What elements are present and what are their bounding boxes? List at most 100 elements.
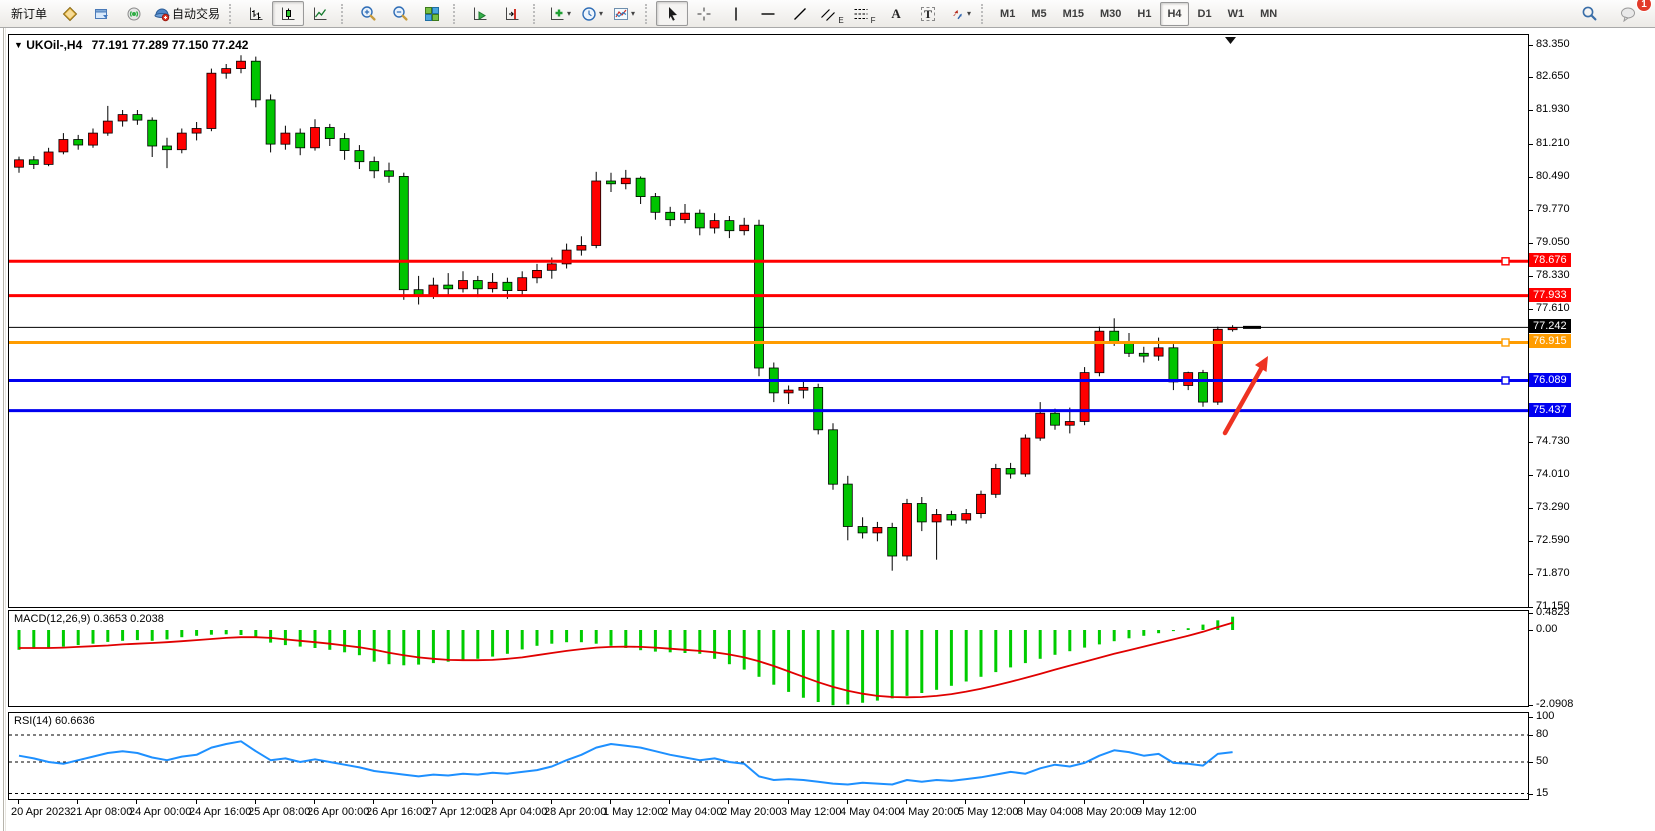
time-tick (432, 800, 433, 804)
trendline-tool-button[interactable] (784, 1, 816, 26)
autotrading-button[interactable]: 自动交易 (150, 1, 224, 26)
time-axis-label: 9 May 12:00 (1136, 806, 1197, 818)
chat-bubble-icon (1621, 7, 1635, 22)
label-tool-button[interactable]: T (912, 1, 944, 26)
axis-tick (1528, 110, 1533, 111)
tf-button-M30[interactable]: M30 (1100, 7, 1122, 20)
price-axis-label: 78.330 (1536, 269, 1570, 281)
horizontal-line-78.676[interactable] (9, 257, 1528, 266)
zoom-in-icon (360, 5, 377, 22)
price-chart-panel[interactable] (8, 34, 1529, 608)
trend-arrow[interactable] (1222, 356, 1268, 436)
macd-axis-label: 0.4823 (1536, 606, 1570, 618)
macd-chart[interactable] (9, 611, 1528, 706)
crosshair-tool-button[interactable] (688, 1, 720, 26)
tf-button-M5[interactable]: M5 (1031, 7, 1047, 20)
symbol-dropdown-icon[interactable]: ▼ (14, 40, 23, 50)
search-icon (1582, 6, 1596, 21)
toolbar-grip (981, 3, 989, 24)
time-axis-label: 28 Apr 20:00 (544, 806, 607, 818)
price-axis-label: 82.650 (1536, 70, 1570, 82)
axis-tick (1528, 442, 1533, 443)
tf-button-H4[interactable]: H4 (1160, 1, 1189, 26)
price-chart[interactable] (9, 35, 1528, 607)
price-axis-label: 79.770 (1536, 203, 1570, 215)
time-axis-label: 21 Apr 08:00 (70, 806, 133, 818)
chevron-down-icon: ▾ (631, 8, 636, 18)
time-axis-label: 1 May 12:00 (603, 806, 664, 818)
rsi-chart[interactable] (9, 713, 1528, 799)
line-chart-button[interactable] (304, 1, 336, 26)
macd-label: MACD(12,26,9) 0.3653 0.2038 (14, 613, 164, 625)
horizontal-line-tool-button[interactable] (752, 1, 784, 26)
horizontal-line-76.089[interactable] (9, 376, 1528, 385)
zoom-out-icon (392, 5, 409, 22)
rsi-panel[interactable] (8, 712, 1529, 800)
candlesticks (14, 55, 1238, 571)
arrows-icon (949, 6, 965, 22)
price-badge-76.915: 76.915 (1529, 334, 1571, 348)
price-axis-label: 77.610 (1536, 302, 1570, 314)
templates-button[interactable]: ▾ (608, 1, 640, 26)
price-axis-label: 71.150 (1536, 600, 1570, 612)
symbol-name: UKOil-,H4 (26, 38, 83, 52)
time-axis-label: 24 Apr 16:00 (189, 806, 252, 818)
zoom-in-button[interactable] (352, 1, 384, 26)
time-tick (136, 800, 137, 804)
toolbar-grip (453, 3, 461, 24)
toolbar: 新订单 自动交易 (0, 0, 1655, 28)
signals-button[interactable] (118, 1, 150, 26)
cursor-tool-button[interactable] (656, 1, 689, 26)
channel-tool-button[interactable]: E (816, 1, 848, 26)
price-axis-label: 81.210 (1536, 137, 1570, 149)
candlestick-chart-button[interactable] (272, 1, 305, 26)
time-tick (728, 800, 729, 804)
rsi-axis-label: 15 (1536, 787, 1549, 799)
new-chart-button[interactable] (54, 1, 86, 26)
window-edge (3, 28, 4, 831)
rsi-label: RSI(14) 60.6636 (14, 715, 95, 727)
bar-chart-button[interactable] (240, 1, 272, 26)
tf-button-M15[interactable]: M15 (1062, 7, 1084, 20)
auto-scroll-button[interactable] (464, 1, 496, 26)
symbol-ohlc: 77.191 77.289 77.150 77.242 (91, 38, 249, 52)
new-order-button[interactable]: 新订单 (4, 2, 54, 25)
horizontal-line-76.915[interactable] (9, 338, 1528, 347)
tf-button-W1[interactable]: W1 (1227, 7, 1245, 20)
chart-shift-button[interactable] (496, 1, 528, 26)
tf-button-MN[interactable]: MN (1260, 7, 1278, 20)
indicators-button[interactable]: ▾ (544, 1, 576, 26)
periods-button[interactable]: ▾ (576, 1, 608, 26)
label-tool-icon: T (921, 6, 936, 21)
search-button[interactable] (1573, 1, 1605, 26)
notifications-button[interactable]: 1 (1613, 0, 1652, 26)
tf-button-H1[interactable]: H1 (1137, 7, 1152, 20)
macd-panel[interactable] (8, 610, 1529, 707)
text-tool-button[interactable]: A (880, 1, 912, 26)
shift-marker-icon[interactable] (1225, 37, 1236, 44)
zoom-out-button[interactable] (384, 1, 416, 26)
time-axis-label: 26 Apr 00:00 (307, 806, 370, 818)
time-axis-label: 5 May 12:00 (958, 806, 1019, 818)
fibonacci-tool-button[interactable]: F (848, 1, 880, 26)
time-tick (847, 800, 848, 804)
macd-histogram (17, 616, 1235, 706)
vertical-line-tool-button[interactable] (720, 1, 752, 26)
autotrading-icon (154, 6, 170, 22)
arrows-tool-button[interactable]: ▾ (944, 1, 976, 26)
tf-button-D1[interactable]: D1 (1197, 7, 1212, 20)
price-axis-label: 72.590 (1536, 534, 1570, 546)
rsi-line (18, 740, 1233, 786)
time-tick (788, 800, 789, 804)
horizontal-line-icon (760, 7, 776, 21)
time-axis-label: 2 May 04:00 (662, 806, 723, 818)
profiles-button[interactable] (86, 1, 118, 26)
notification-badge: 1 (1636, 0, 1652, 12)
periods-clock-icon (581, 6, 597, 22)
time-tick (373, 800, 374, 804)
tf-button-M1[interactable]: M1 (1000, 7, 1016, 20)
tile-windows-button[interactable] (416, 1, 448, 26)
toolbar-grip (341, 3, 349, 24)
rsi-axis-label: 80 (1536, 728, 1549, 740)
